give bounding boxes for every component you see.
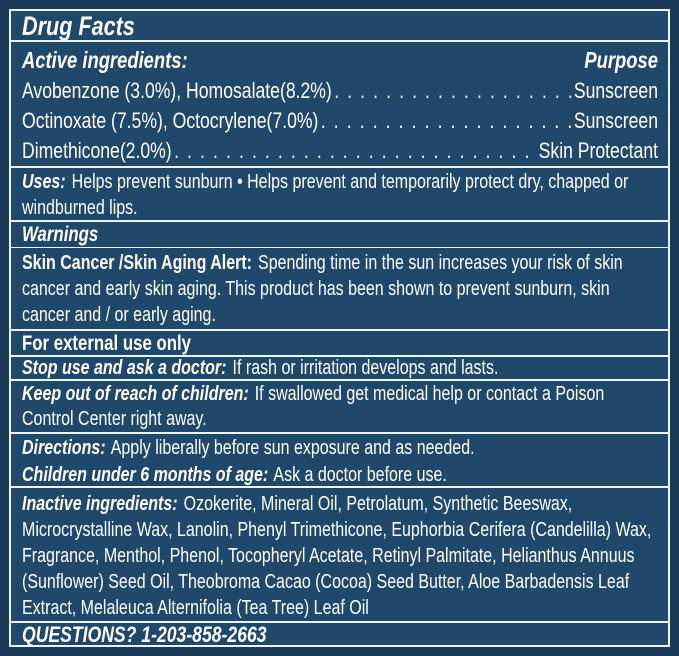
active-ingredients-heading: Active ingredients: <box>22 47 188 73</box>
ingredient-name: Avobenzone (3.0%), Homosalate(8.2%) <box>22 78 332 103</box>
keep-out-paragraph: Keep out of reach of children: If swallo… <box>22 381 658 432</box>
active-ingredient-row: Avobenzone (3.0%), Homosalate(8.2%) Suns… <box>22 76 658 106</box>
ingredient-purpose: Sunscreen <box>573 108 658 133</box>
active-ingredients-header-row: Active ingredients: Purpose <box>22 44 658 76</box>
inactive-text: Ozokerite, Mineral Oil, Petrolatum, Synt… <box>22 493 652 619</box>
keep-out-text: If swallowed get medical help or contact… <box>22 383 605 430</box>
skin-alert-text: Spending time in the sun increases your … <box>22 252 623 326</box>
section-warnings-header: Warnings <box>11 222 668 248</box>
dot-leader <box>334 76 571 106</box>
section-title: Drug Facts <box>11 11 668 42</box>
ingredient-name: Octinoxate (7.5%), Octocrylene(7.0%) <box>22 108 319 133</box>
external-use-paragraph: For external use only <box>22 331 658 355</box>
directions-text: Apply liberally before sun exposure and … <box>110 437 475 459</box>
children-text: Ask a doctor before use. <box>273 464 447 486</box>
section-inactive-ingredients: Inactive ingredients: Ozokerite, Mineral… <box>11 488 668 623</box>
directions-paragraph: Directions: Apply liberally before sun e… <box>22 434 658 461</box>
keep-out-lead: Keep out of reach of children: <box>22 383 249 405</box>
page-title: Drug Facts <box>22 11 135 41</box>
uses-text: Helps prevent sunburn • Helps prevent an… <box>22 171 629 219</box>
inactive-lead: Inactive ingredients: <box>22 493 178 515</box>
section-directions: Directions: Apply liberally before sun e… <box>11 434 668 488</box>
children-paragraph: Children under 6 months of age: Ask a do… <box>22 461 658 486</box>
dot-leader <box>174 136 536 166</box>
uses-lead: Uses: <box>22 171 66 193</box>
ingredient-purpose: Sunscreen <box>573 78 658 103</box>
skin-alert-lead: Skin Cancer /Skin Aging Alert: <box>22 252 252 274</box>
section-external-use: For external use only <box>11 331 668 357</box>
ingredient-name: Dimethicone(2.0%) <box>22 138 172 163</box>
ingredient-purpose: Skin Protectant <box>538 138 658 163</box>
purpose-heading: Purpose <box>584 47 658 73</box>
warnings-paragraph: Warnings <box>22 222 658 247</box>
skin-alert-paragraph: Skin Cancer /Skin Aging Alert: Spending … <box>22 248 658 328</box>
active-ingredient-row: Octinoxate (7.5%), Octocrylene(7.0%) Sun… <box>22 106 658 136</box>
active-ingredient-row: Dimethicone(2.0%) Skin Protectant <box>22 136 658 166</box>
children-lead: Children under 6 months of age: <box>22 464 269 486</box>
stop-use-paragraph: Stop use and ask a doctor: If rash or ir… <box>22 357 658 379</box>
directions-lead: Directions: <box>22 437 106 459</box>
label-frame: Drug Facts Active ingredients: Purpose A… <box>9 9 670 647</box>
stop-use-text: If rash or irritation develops and lasts… <box>232 357 499 379</box>
warnings-heading: Warnings <box>22 223 99 246</box>
questions-line: QUESTIONS? 1-203-858-2663 <box>22 623 267 646</box>
section-keep-out-of-reach: Keep out of reach of children: If swallo… <box>11 381 668 434</box>
section-questions: QUESTIONS? 1-203-858-2663 <box>11 623 668 646</box>
inactive-paragraph: Inactive ingredients: Ozokerite, Mineral… <box>22 488 658 621</box>
section-active-ingredients: Active ingredients: Purpose Avobenzone (… <box>11 42 668 168</box>
uses-paragraph: Uses: Helps prevent sunburn • Helps prev… <box>22 168 658 220</box>
section-skin-cancer-alert: Skin Cancer /Skin Aging Alert: Spending … <box>11 248 668 331</box>
external-use-text: For external use only <box>22 332 191 355</box>
section-stop-use: Stop use and ask a doctor: If rash or ir… <box>11 357 668 381</box>
stop-use-lead: Stop use and ask a doctor: <box>22 357 227 379</box>
section-uses: Uses: Helps prevent sunburn • Helps prev… <box>11 168 668 222</box>
dot-leader <box>321 106 572 136</box>
